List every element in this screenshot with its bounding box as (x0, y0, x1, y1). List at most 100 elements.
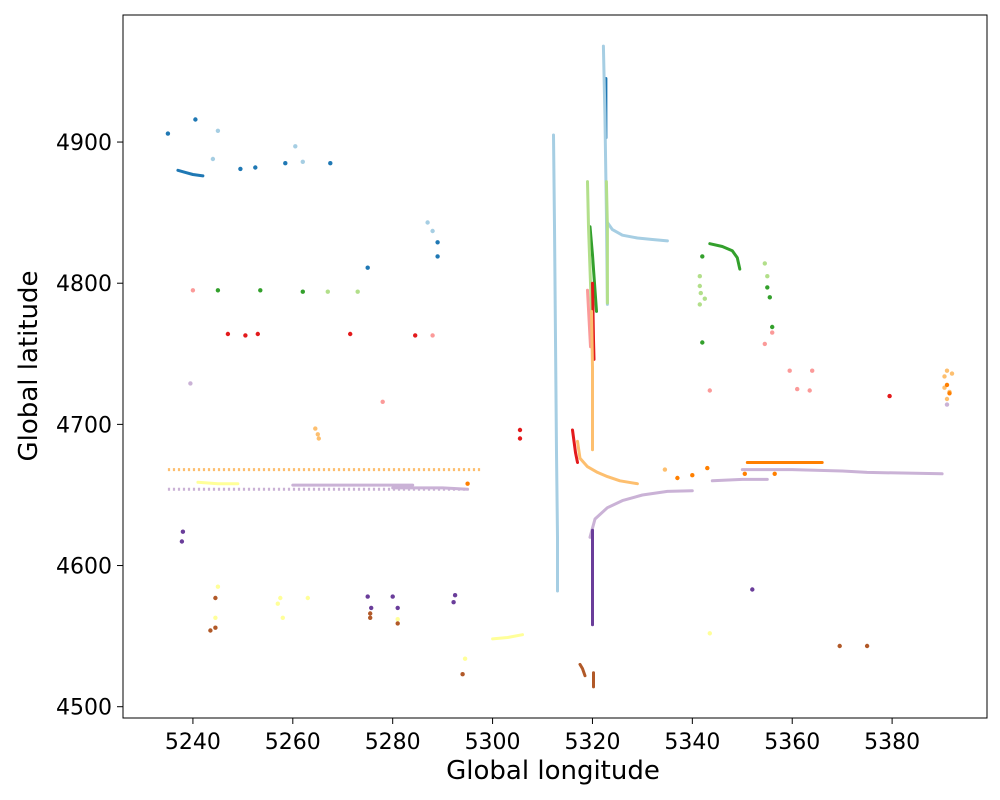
data-trace (571, 428, 579, 464)
data-point (365, 265, 370, 270)
series-29 (710, 477, 769, 483)
x-tick-label: 5260 (265, 730, 321, 755)
data-point (215, 584, 221, 589)
data-point (864, 643, 870, 649)
series-11 (586, 180, 593, 313)
data-point (368, 615, 373, 620)
data-point (165, 131, 171, 136)
data-point (395, 605, 400, 611)
series-33 (213, 584, 712, 661)
data-point (942, 374, 947, 379)
data-point (772, 471, 777, 476)
series-30 (740, 468, 944, 476)
data-point (698, 290, 703, 296)
series-3 (210, 128, 435, 234)
data-trace (708, 242, 742, 271)
series-13 (225, 331, 892, 441)
data-point (837, 643, 842, 649)
data-point (702, 296, 707, 301)
data-point (215, 288, 221, 293)
data-trace (710, 477, 769, 483)
data-point (283, 161, 288, 166)
data-point (697, 302, 702, 307)
data-point (707, 388, 712, 393)
data-point (460, 672, 465, 677)
x-tick-label: 5240 (165, 730, 221, 755)
data-point (208, 628, 213, 633)
data-point (700, 254, 705, 259)
x-tick-label: 5380 (864, 730, 920, 755)
data-point (210, 156, 216, 162)
data-trace (740, 468, 944, 476)
series-10 (325, 261, 770, 307)
data-point (944, 382, 950, 388)
data-trace (586, 180, 593, 313)
series-22 (465, 382, 952, 486)
y-tick-label: 4600 (56, 555, 112, 580)
data-point (517, 436, 523, 441)
x-axis-ticks: 5240 5260 5280 5300 5320 5340 5360 5380 (165, 718, 920, 755)
data-point (305, 595, 310, 601)
data-point (255, 331, 260, 337)
data-trace (588, 489, 694, 539)
x-tick-label: 5320 (564, 730, 620, 755)
data-point (395, 621, 400, 626)
data-point (517, 427, 523, 433)
series-0 (165, 117, 440, 270)
data-point (213, 615, 218, 620)
data-point (253, 165, 258, 170)
series-4 (552, 133, 559, 593)
data-point (770, 330, 775, 335)
data-point (462, 656, 468, 661)
data-point (949, 371, 955, 376)
series-31 (179, 529, 755, 611)
data-point (810, 368, 815, 373)
y-tick-label: 4500 (56, 696, 112, 721)
data-trace (491, 633, 524, 641)
data-point (395, 617, 400, 622)
data-trace (391, 486, 470, 491)
data-trace (588, 225, 598, 313)
series-15 (571, 428, 579, 464)
data-trace (578, 662, 587, 678)
series-34 (491, 633, 524, 641)
data-point (707, 631, 712, 636)
data-marks (165, 44, 955, 689)
data-point (465, 481, 470, 486)
data-point (430, 228, 435, 234)
x-tick-label: 5300 (465, 730, 521, 755)
data-point (700, 340, 705, 345)
data-point (807, 388, 812, 393)
data-point (944, 396, 950, 402)
data-trace (590, 309, 594, 452)
data-point (451, 600, 456, 605)
data-point (770, 324, 775, 330)
data-point (390, 594, 395, 599)
data-point (355, 289, 360, 294)
data-trace (604, 180, 609, 305)
data-point (944, 368, 950, 373)
data-point (750, 587, 755, 592)
y-axis-ticks: 4500 4600 4700 4800 4900 (56, 131, 123, 721)
data-point (662, 467, 668, 472)
series-20 (590, 309, 594, 452)
data-point (787, 368, 792, 373)
data-point (944, 402, 950, 407)
data-point (180, 529, 186, 534)
series-17 (586, 288, 592, 349)
series-27 (391, 486, 470, 491)
data-point (215, 128, 221, 133)
data-point (413, 333, 418, 338)
data-point (365, 594, 370, 599)
data-trace (196, 480, 240, 486)
data-point (942, 385, 947, 390)
data-point (762, 261, 767, 266)
series-37 (578, 662, 587, 678)
data-point (947, 391, 952, 396)
x-tick-label: 5340 (664, 730, 720, 755)
series-36 (208, 595, 870, 677)
data-point (380, 399, 385, 404)
data-point (348, 331, 353, 337)
series-9 (708, 242, 742, 271)
